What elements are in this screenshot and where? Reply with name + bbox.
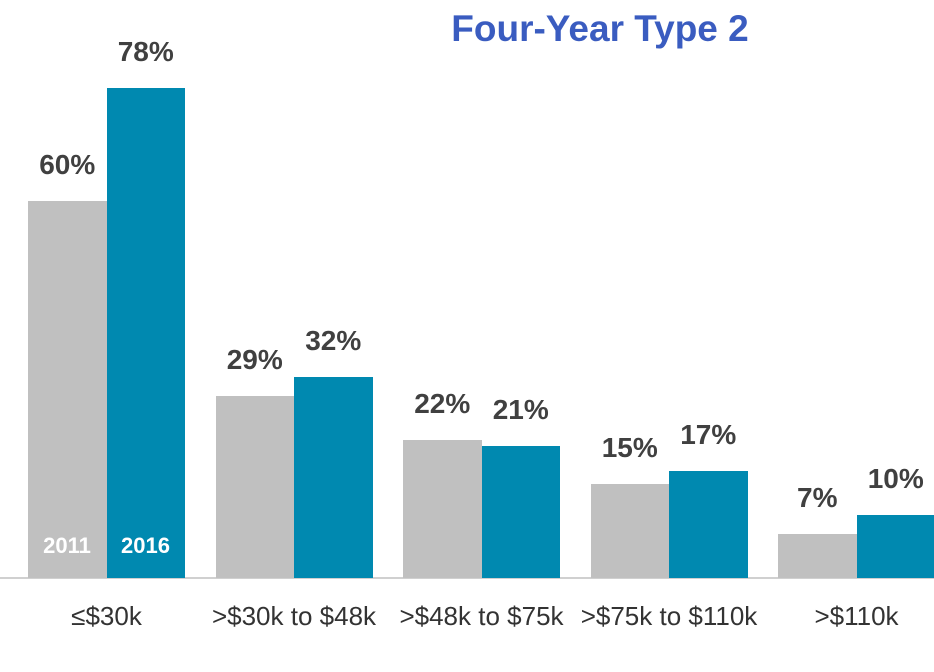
bar	[778, 534, 857, 578]
bar	[28, 201, 107, 578]
data-label: 10%	[867, 463, 924, 495]
bar	[294, 377, 373, 578]
bar	[669, 471, 748, 578]
category-label: >$75k to $110k	[580, 601, 758, 631]
data-label: 78%	[117, 36, 174, 68]
bar	[590, 483, 669, 578]
bar	[856, 515, 934, 578]
series-label: 2016	[121, 533, 170, 558]
category-label: >$30k to $48k	[211, 601, 377, 631]
data-label: 32%	[305, 325, 362, 357]
bar	[215, 395, 294, 578]
data-label: 60%	[39, 149, 96, 181]
data-label: 29%	[226, 343, 283, 375]
baseline	[0, 577, 934, 579]
series-label: 2011	[43, 533, 91, 558]
category-label: >$48k to $75k	[399, 601, 564, 631]
bar	[106, 88, 185, 578]
bar	[403, 439, 482, 578]
chart-title: Four-Year Type 2	[451, 8, 749, 49]
data-label: 7%	[797, 482, 838, 514]
data-label: 21%	[492, 394, 549, 426]
category-label: ≤$30k	[71, 601, 142, 631]
category-label: >$110k	[814, 601, 899, 631]
data-label: 22%	[414, 387, 471, 419]
data-label: 17%	[680, 419, 737, 451]
data-label: 15%	[601, 431, 658, 463]
bar	[481, 446, 560, 578]
